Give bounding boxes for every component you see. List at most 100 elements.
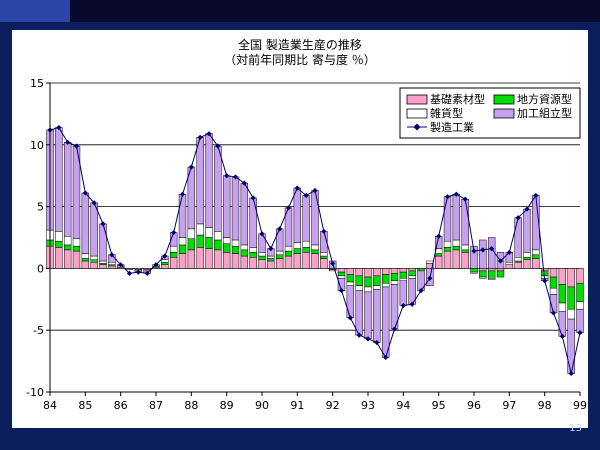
total-point [409,301,415,307]
bar-segment-miscellaneous [249,247,257,253]
total-point [232,174,239,180]
bar-segment-basic-materials [479,268,487,272]
bar-segment-miscellaneous [196,223,204,236]
total-point [462,196,468,202]
total-point [268,246,274,252]
total-point [356,332,362,338]
total-point [153,262,159,268]
total-point [100,221,106,227]
bar-segment-local-resources [337,271,346,277]
legend-label-manufacturing-total: 製造工業 [430,120,474,134]
bar-segment-local-resources [161,261,169,265]
total-point [179,191,186,197]
bar-segment-local-resources [178,244,187,254]
x-tick-label: 89 [220,399,234,412]
bar-segment-local-resources [549,276,558,289]
bar-segment-local-resources [346,274,355,283]
bar-segment-processing-assembly [373,289,381,343]
bar-segment-local-resources [231,245,240,254]
legend-box [399,87,581,139]
bar-segment-processing-assembly [346,285,355,319]
x-tick-label: 99 [573,399,587,412]
bar-segment-basic-materials [161,264,169,269]
y-tick-label: -5 [33,324,44,337]
manufacturing-contribution-chart: 全国 製造業生産の推移 （対前年同期比 寄与度 ％） 15 10 5 0 -5 -1084… [26,37,587,412]
bar-segment-local-resources [417,268,425,272]
bar-segment-local-resources [434,253,443,257]
bar-segment-basic-materials [514,261,522,269]
bar-segment-basic-materials [293,253,302,269]
bar-segment-local-resources [214,239,222,251]
total-point [524,206,530,212]
y-tick-label: -10 [26,386,44,399]
bar-segment-local-resources [558,284,567,304]
bar-segment-basic-materials [487,268,496,272]
bar-segment-processing-assembly [576,308,584,333]
legend-swatch-local-resources [493,94,515,105]
bar-segment-local-resources [408,270,416,277]
bar-segment-miscellaneous [328,269,337,272]
total-point [197,134,203,140]
bar-segment-miscellaneous [567,308,575,320]
bar-segment-processing-assembly [222,175,231,238]
bar-segment-local-resources [284,250,293,257]
total-point [303,192,309,199]
total-point [400,302,406,309]
total-point [550,310,557,316]
bar-segment-basic-materials [240,255,249,269]
bar-segment-processing-assembly [187,166,196,230]
total-point [533,192,539,199]
bar-segment-basic-materials [99,264,107,269]
bar-segment-processing-assembly [249,197,257,248]
total-point [91,200,97,206]
bar-segment-local-resources [576,282,584,303]
bar-segment-miscellaneous [408,275,416,279]
bar-segment-local-resources [461,249,469,253]
total-point [56,124,62,131]
total-point [480,247,486,253]
bar-segment-basic-materials [72,250,81,269]
total-point [126,270,133,276]
chart-subtitle: （対前年同期比 寄与度 ％） [224,52,376,67]
bar-segment-processing-assembly [461,198,469,246]
bar-segment-processing-assembly [487,237,496,269]
bar-segment-basic-materials [108,265,116,269]
bar-segment-miscellaneous [532,249,540,256]
total-point [347,315,353,321]
x-tick-label: 97 [502,399,516,412]
bar-segment-basic-materials [532,258,540,269]
bar-segment-local-resources [293,248,302,254]
bar-segment-processing-assembly [470,245,478,269]
bar-segment-local-resources [169,252,178,258]
slide-number: 13 [569,423,582,434]
bar-segment-miscellaneous [302,240,310,248]
total-point [224,173,230,179]
legend-label-basic-materials: 基礎素材型 [430,92,485,106]
bar-segment-basic-materials [443,250,452,269]
bar-segment-processing-assembly [81,192,90,254]
total-point [453,191,459,197]
bar-segment-basic-materials [337,268,346,273]
total-line-layer [47,124,583,377]
bar-segment-basic-materials [214,249,222,269]
bar-segment-basic-materials [523,259,531,269]
total-point [312,187,318,194]
bar-segment-local-resources [63,244,72,251]
total-point [188,164,194,170]
bar-segment-basic-materials [311,253,319,269]
bar-segment-processing-assembly [558,311,567,337]
bar-segment-miscellaneous [505,261,514,265]
bar-segment-miscellaneous [479,276,487,279]
bar-segment-basic-materials [320,258,328,269]
bar-segment-local-resources [81,258,90,262]
legend-label-miscellaneous: 雑貨型 [430,106,463,120]
bar-segment-basic-materials [461,252,469,269]
total-point [73,143,80,149]
bar-segment-local-resources [523,257,531,260]
bar-segment-miscellaneous [99,260,107,264]
total-point [65,139,71,145]
bar-segment-processing-assembly [452,193,461,241]
legend-swatch-miscellaneous [406,108,428,119]
bar-segment-miscellaneous [222,237,231,244]
bar-segment-local-resources [187,238,196,251]
